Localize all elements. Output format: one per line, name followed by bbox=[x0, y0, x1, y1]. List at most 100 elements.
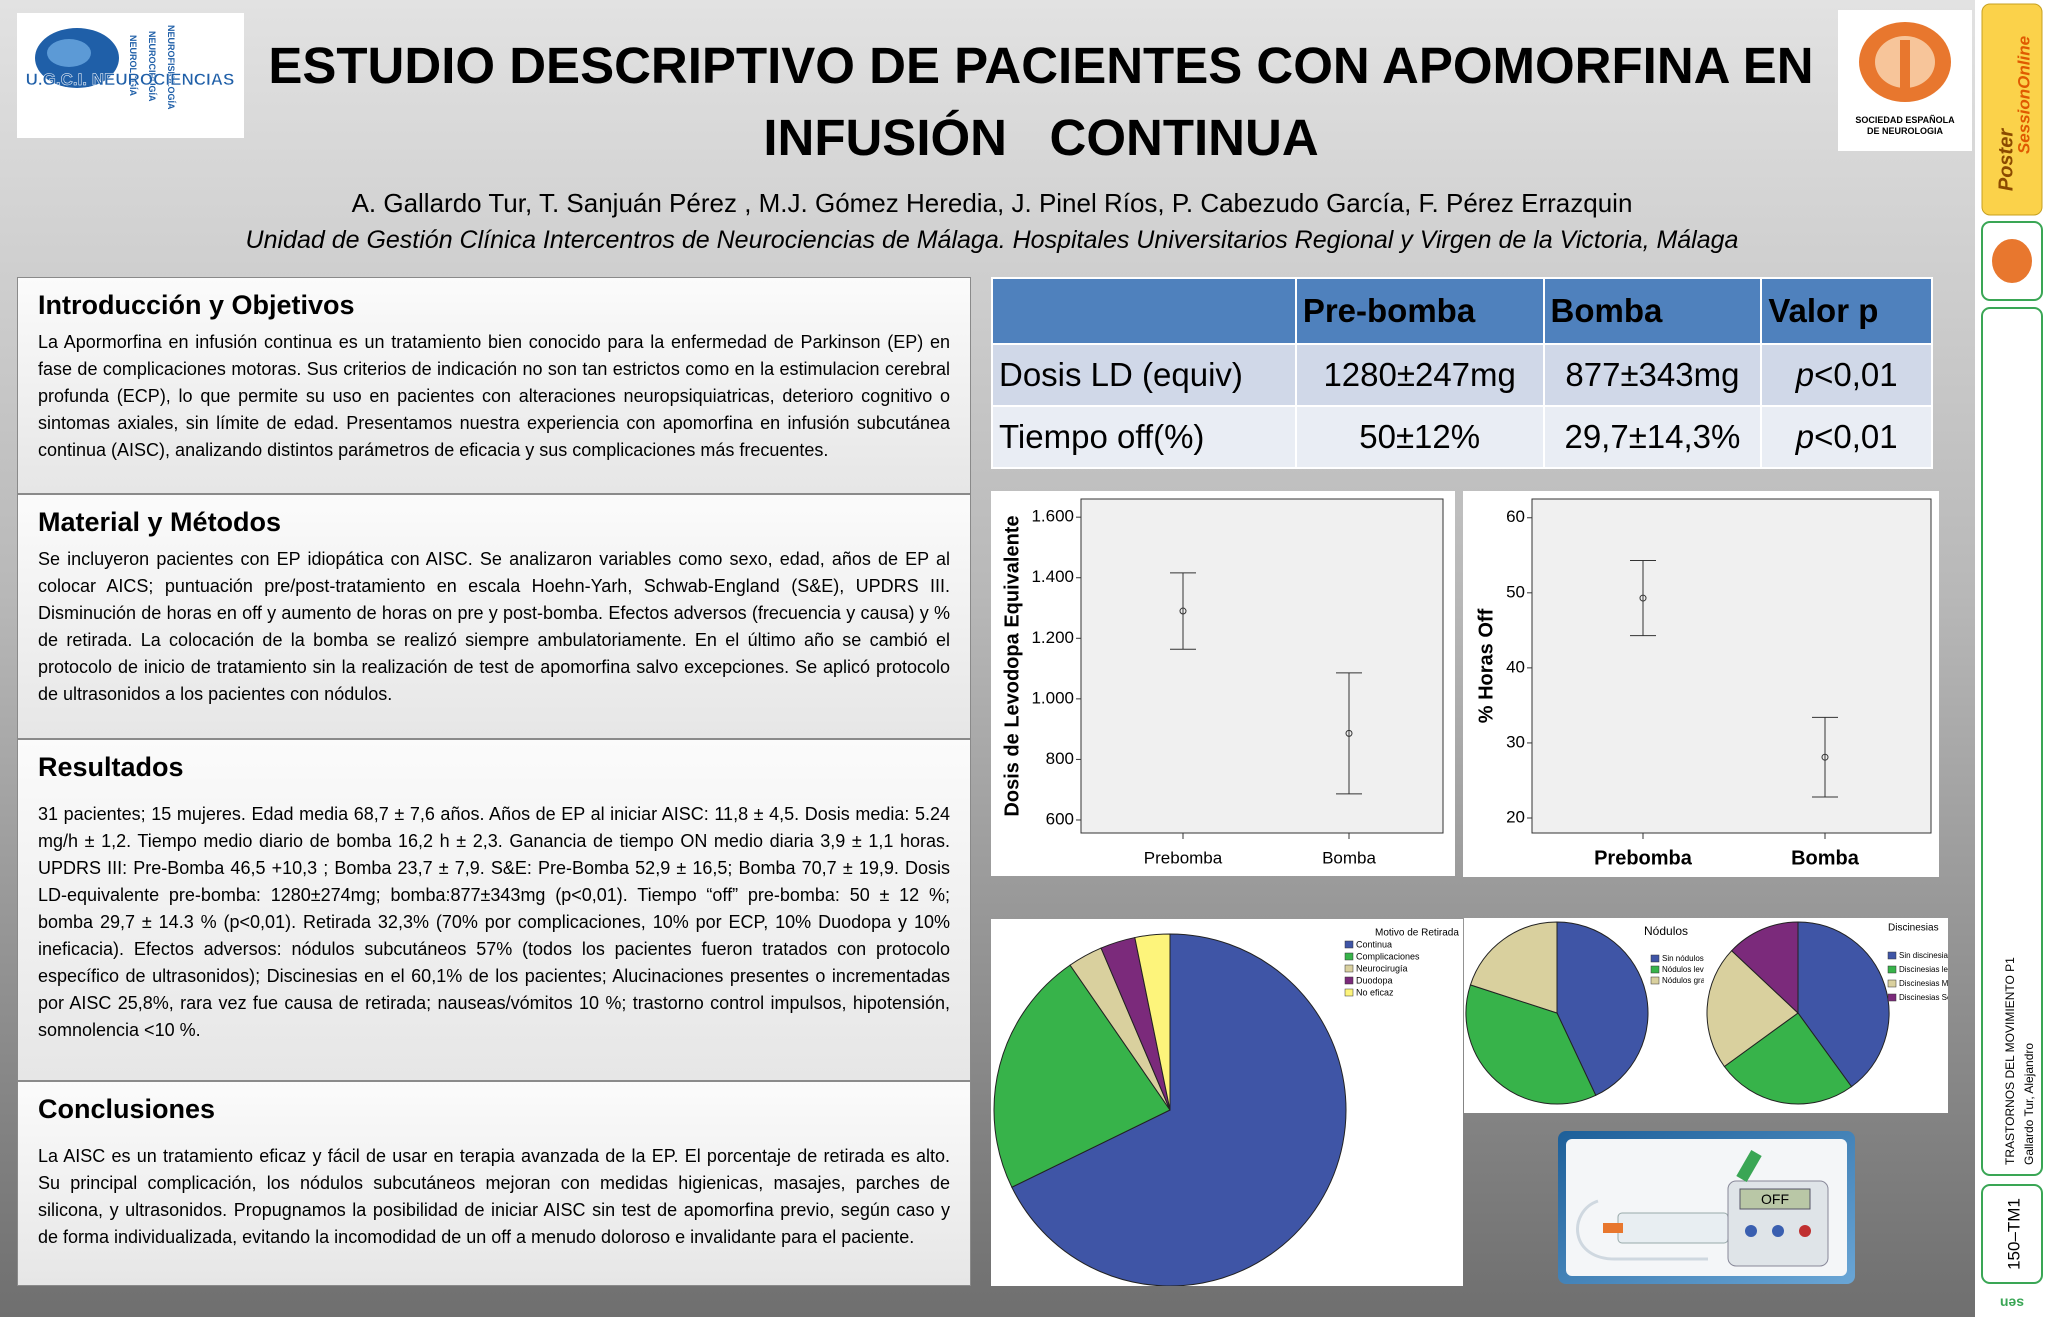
pump-display bbox=[1739, 1188, 1811, 1210]
y-tick-label: 1.400 bbox=[1031, 567, 1074, 586]
section-heading: Introducción y Objetivos bbox=[38, 290, 355, 320]
table-cell: 1280±247mg bbox=[1294, 343, 1545, 407]
sidebar: Poster SessionOnline TRASTORNOS DEL MOVI… bbox=[1975, 0, 2048, 1317]
pie-chart: Sin discinesias Discinesias leves Discines… bbox=[1704, 918, 1948, 1113]
table-cell: 877±343mg bbox=[1542, 343, 1763, 407]
mean-marker bbox=[1639, 594, 1647, 602]
row-label: Dosis LD (equiv) bbox=[991, 343, 1297, 407]
section: Resultados 31 pacientes; 15 mujeres. Eda… bbox=[17, 739, 971, 1081]
legend-swatch bbox=[1344, 976, 1354, 985]
logo-text: SOCIEDAD ESPAÑOLA DE NEUROLOGIA bbox=[1855, 115, 1955, 136]
pie-title: Motivo de Retirada bbox=[1375, 928, 1459, 939]
table-cell: p<0,01 bbox=[1760, 405, 1933, 469]
errorbar-chart: 20 30 40 50 60 % Horas Off Prebomba Bomba bbox=[1463, 491, 1939, 877]
legend-label: Duodopa bbox=[1356, 975, 1393, 985]
legend-swatch bbox=[1887, 965, 1897, 974]
pump-button bbox=[1772, 1225, 1784, 1237]
y-tick-label: 800 bbox=[1046, 749, 1074, 768]
table-header: Pre-bomba Bomba Valor p bbox=[991, 277, 1933, 345]
legend-label: Complicaciones bbox=[1356, 951, 1420, 961]
legend-swatch bbox=[1344, 988, 1354, 997]
y-tick-label: 50 bbox=[1506, 582, 1525, 601]
logo-right-graphic bbox=[1859, 22, 1951, 102]
legend-label: Discinesias Severas bbox=[1899, 993, 1948, 1002]
logo-left: NEUROLOGÍA NEUROCIRUGÍA NEUROFISIOLOGÍA … bbox=[17, 13, 244, 138]
y-tick-label: 1.000 bbox=[1031, 688, 1074, 707]
pie-chart: Sin nódulos Nódulos leves Nódulos graves Nó… bbox=[1464, 918, 1704, 1113]
section-body: Se incluyeron pacientes con EP idiopátic… bbox=[38, 549, 950, 704]
y-tick-label: 1.600 bbox=[1031, 507, 1074, 526]
topic: TRASTORNOS DEL MOVIMIENTO P1 bbox=[2003, 957, 2017, 1165]
brain-icon bbox=[1900, 40, 1910, 100]
section-body: La AISC es un tratamiento eficaz y fácil… bbox=[38, 1146, 950, 1247]
legend-swatch bbox=[1344, 952, 1354, 961]
pie-chart: Continua Complicaciones Neurocirugía Duodop… bbox=[991, 919, 1463, 1286]
table-cell: p<0,01 bbox=[1760, 343, 1933, 407]
society-mark: sen bbox=[2000, 1295, 2024, 1311]
x-tick-label: Bomba bbox=[1322, 848, 1376, 867]
plot-area bbox=[1080, 498, 1444, 834]
display-text: OFF bbox=[1761, 1191, 1789, 1207]
logo-word: NEUROCIRUGÍA bbox=[147, 31, 157, 102]
p-value: <0,01 bbox=[1814, 418, 1898, 455]
info-box bbox=[1981, 307, 2043, 1176]
title-line: ESTUDIO DESCRIPTIVO DE PACIENTES CON APO… bbox=[268, 37, 1814, 94]
legend-label: Continua bbox=[1356, 939, 1392, 949]
x-tick-label: Prebomba bbox=[1594, 847, 1693, 869]
section-body: La Apormorfina en infusión continua es u… bbox=[38, 332, 950, 460]
section-heading: Resultados bbox=[38, 752, 184, 782]
table-header-cell: Pre-bomba bbox=[1294, 277, 1545, 345]
title: ESTUDIO DESCRIPTIVO DE PACIENTES CON APO… bbox=[250, 30, 1832, 174]
pie-title: Discinesias bbox=[1888, 923, 1939, 934]
y-tick-label: 1.200 bbox=[1031, 628, 1074, 647]
author: Gallardo Tur, Alejandro bbox=[2022, 1043, 2036, 1165]
legend-label: Neurocirugía bbox=[1356, 963, 1408, 973]
section: Introducción y Objetivos La Apormorfina … bbox=[17, 277, 971, 494]
table-cell: 29,7±14,3% bbox=[1542, 405, 1763, 469]
syringe-tip bbox=[1603, 1223, 1623, 1233]
table-cell: 50±12% bbox=[1294, 405, 1545, 469]
syringe bbox=[1617, 1212, 1729, 1244]
pie-slice bbox=[1469, 921, 1558, 1014]
results-table: Pre-bomba Bomba Valor p Dosis LD (equiv)… bbox=[991, 277, 1933, 469]
mean-marker bbox=[1345, 729, 1353, 737]
y-tick-label: 40 bbox=[1506, 657, 1525, 676]
error-bar bbox=[1336, 672, 1362, 795]
legend-swatch bbox=[1887, 993, 1897, 1002]
pie-slice bbox=[1723, 1012, 1853, 1105]
logo-main: U.G.C.I. NEUROCIENCIAS bbox=[26, 70, 235, 89]
legend-label: Nódulos graves bbox=[1662, 976, 1704, 985]
device-photo: OFF bbox=[1558, 1131, 1855, 1284]
pie-slice bbox=[1556, 921, 1649, 1097]
connector bbox=[1736, 1150, 1762, 1182]
brain-icon bbox=[1992, 239, 2032, 283]
tube bbox=[1576, 1199, 1708, 1261]
authors: A. Gallardo Tur, T. Sanjuán Pérez , M.J.… bbox=[351, 188, 1633, 218]
legend-label: Sin nódulos bbox=[1662, 954, 1704, 963]
poster-code: 150–TM1 bbox=[2004, 1198, 2023, 1270]
p-symbol: p bbox=[1795, 356, 1815, 393]
legend-label: Discinesias leves bbox=[1899, 965, 1948, 974]
x-tick-label: Bomba bbox=[1791, 847, 1860, 869]
row-label: Tiempo off(%) bbox=[991, 405, 1297, 469]
mean-marker bbox=[1179, 607, 1187, 615]
section: Material y Métodos Se incluyeron pacient… bbox=[17, 494, 971, 739]
error-bar bbox=[1630, 560, 1656, 637]
pie-title: Nódulos bbox=[1644, 924, 1688, 938]
logo-word: NEUROFISIOLOGÍA bbox=[166, 25, 176, 110]
logo-word: NEUROLOGÍA bbox=[128, 35, 138, 97]
legend-swatch bbox=[1650, 965, 1660, 974]
p-symbol: p bbox=[1795, 418, 1815, 455]
brain-icon bbox=[47, 39, 91, 67]
pump-button bbox=[1745, 1225, 1757, 1237]
y-tick-label: 60 bbox=[1506, 507, 1525, 526]
legend-label: Sin discinesias bbox=[1899, 951, 1948, 960]
pie-slice bbox=[1730, 921, 1799, 1015]
section-body: 31 pacientes; 15 mujeres. Edad media 68,… bbox=[38, 804, 950, 1040]
legend-label: Nódulos leves bbox=[1662, 965, 1704, 974]
brand-text: Poster bbox=[1995, 128, 2017, 191]
legend-swatch bbox=[1887, 951, 1897, 960]
pie-slice bbox=[1011, 933, 1347, 1286]
